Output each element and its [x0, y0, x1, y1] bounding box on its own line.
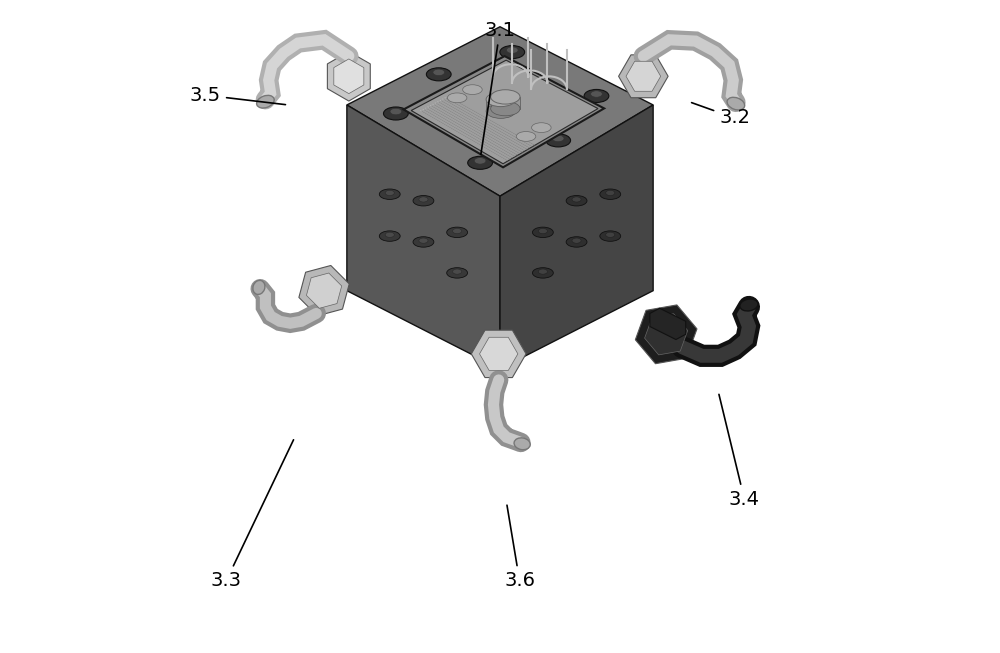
Ellipse shape — [516, 131, 536, 141]
Ellipse shape — [566, 195, 587, 206]
Text: 3.1: 3.1 — [481, 20, 516, 154]
Ellipse shape — [453, 269, 462, 274]
Ellipse shape — [600, 231, 621, 242]
Polygon shape — [626, 61, 661, 91]
Polygon shape — [347, 105, 500, 369]
Ellipse shape — [566, 237, 587, 247]
Ellipse shape — [457, 119, 482, 132]
Ellipse shape — [532, 123, 551, 133]
Ellipse shape — [486, 104, 515, 118]
Ellipse shape — [385, 190, 394, 195]
Text: 3.5: 3.5 — [190, 86, 285, 104]
Ellipse shape — [379, 231, 400, 242]
Ellipse shape — [474, 157, 486, 164]
Ellipse shape — [413, 237, 434, 247]
Ellipse shape — [447, 268, 468, 278]
Ellipse shape — [518, 85, 543, 98]
Polygon shape — [334, 59, 364, 93]
Text: 3.6: 3.6 — [504, 505, 535, 590]
Ellipse shape — [606, 232, 615, 238]
Ellipse shape — [740, 299, 758, 311]
Ellipse shape — [453, 229, 462, 234]
Ellipse shape — [506, 47, 518, 54]
Ellipse shape — [379, 189, 400, 199]
Polygon shape — [486, 99, 515, 111]
Text: 3.2: 3.2 — [692, 103, 750, 127]
Ellipse shape — [464, 120, 475, 127]
Ellipse shape — [426, 68, 451, 81]
Ellipse shape — [500, 46, 525, 59]
Ellipse shape — [468, 156, 492, 169]
Polygon shape — [299, 266, 349, 316]
Polygon shape — [650, 308, 686, 340]
Polygon shape — [645, 313, 688, 355]
Ellipse shape — [390, 108, 402, 115]
Ellipse shape — [727, 97, 745, 110]
Text: 3.3: 3.3 — [211, 439, 294, 590]
Polygon shape — [500, 105, 653, 369]
Ellipse shape — [532, 227, 553, 238]
Polygon shape — [635, 305, 697, 364]
Ellipse shape — [591, 91, 602, 97]
Ellipse shape — [383, 107, 408, 120]
Ellipse shape — [600, 189, 621, 199]
Polygon shape — [471, 330, 526, 377]
Ellipse shape — [491, 101, 520, 116]
Ellipse shape — [447, 227, 468, 238]
Ellipse shape — [385, 232, 394, 238]
Ellipse shape — [606, 190, 615, 195]
Ellipse shape — [546, 134, 571, 147]
Polygon shape — [347, 27, 653, 196]
Polygon shape — [404, 56, 604, 167]
Ellipse shape — [514, 438, 530, 450]
Polygon shape — [327, 52, 370, 101]
Ellipse shape — [552, 135, 564, 142]
Ellipse shape — [538, 269, 547, 274]
Ellipse shape — [433, 69, 445, 76]
Ellipse shape — [463, 85, 482, 95]
Ellipse shape — [525, 86, 536, 93]
Ellipse shape — [419, 197, 428, 202]
Ellipse shape — [491, 89, 520, 104]
Polygon shape — [619, 55, 668, 98]
Ellipse shape — [572, 197, 581, 202]
Ellipse shape — [413, 195, 434, 206]
Ellipse shape — [584, 89, 609, 103]
Ellipse shape — [572, 238, 581, 244]
Polygon shape — [411, 60, 598, 164]
Polygon shape — [480, 338, 518, 370]
Polygon shape — [306, 273, 342, 308]
Ellipse shape — [419, 238, 428, 244]
Ellipse shape — [447, 93, 467, 103]
Ellipse shape — [253, 280, 265, 295]
Ellipse shape — [257, 95, 274, 108]
Polygon shape — [491, 97, 520, 108]
Text: 3.4: 3.4 — [719, 394, 760, 509]
Ellipse shape — [486, 92, 515, 106]
Ellipse shape — [538, 229, 547, 234]
Ellipse shape — [532, 268, 553, 278]
